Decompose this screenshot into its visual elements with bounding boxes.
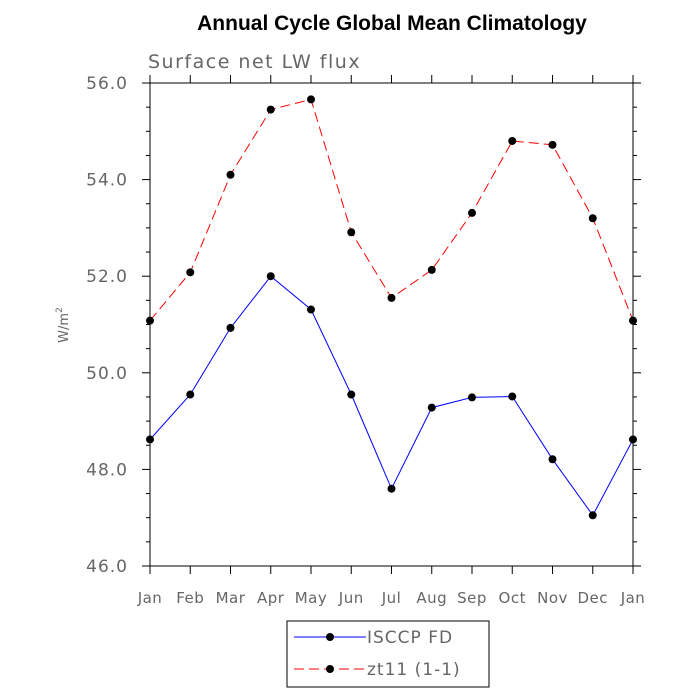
series-layer (146, 95, 637, 520)
x-tick-label: Jan (137, 589, 163, 607)
x-tick-label: Dec (577, 589, 608, 607)
y-tick-label: 52.0 (86, 267, 128, 287)
legend-items: ISCCP FD zt11 (1-1) (294, 628, 461, 680)
data-point (629, 435, 637, 444)
data-point (387, 293, 396, 302)
legend-marker (326, 633, 334, 641)
y-axis-label: W/m2 (55, 307, 72, 343)
data-point (387, 484, 396, 493)
x-tick-label: Oct (499, 589, 526, 607)
chart-subtitle: Surface net LW flux (148, 51, 361, 73)
y-tick-label: 48.0 (86, 460, 128, 480)
data-point (146, 435, 154, 444)
data-point (307, 305, 315, 314)
y-tick-label: 54.0 (86, 171, 128, 191)
x-tick-label: Mar (216, 589, 246, 607)
data-point (266, 105, 275, 114)
data-point (629, 316, 637, 325)
legend-label: zt11 (1-1) (367, 660, 461, 680)
data-point (508, 136, 517, 145)
data-point (266, 272, 275, 281)
x-tick-label: Jun (338, 589, 364, 607)
data-point (146, 316, 154, 325)
x-tick-label: Jul (381, 589, 402, 607)
y-axis: 46.0 48.0 50.0 52.0 54.0 56.0 (86, 74, 641, 577)
data-point (427, 403, 436, 412)
legend-marker (326, 665, 334, 673)
x-tick-label: Aug (416, 589, 447, 607)
x-tick-label: Apr (257, 589, 285, 607)
x-axis: Jan Feb Mar Apr May Jun Jul Aug Sep Oct Nov Dec Jan (137, 75, 646, 607)
data-point (508, 392, 517, 401)
data-point (307, 95, 315, 104)
legend: ISCCP FD zt11 (1-1) (286, 620, 490, 688)
series-line (149, 98, 634, 321)
data-point (186, 390, 195, 399)
x-tick-label: Nov (537, 589, 568, 607)
plot-frame (149, 82, 634, 567)
series-line (149, 275, 634, 517)
x-tick-label: Sep (457, 589, 487, 607)
data-point (347, 228, 356, 237)
y-axis-label-superscript: 2 (55, 307, 65, 313)
y-axis-label-text: W/m (57, 313, 72, 343)
data-point (468, 208, 476, 217)
legend-box (286, 620, 490, 688)
x-tick-label: Feb (176, 589, 204, 607)
data-point (588, 214, 597, 223)
data-point (588, 511, 597, 520)
legend-label: ISCCP FD (367, 628, 453, 648)
data-point (427, 265, 436, 274)
data-point (226, 170, 235, 179)
data-point (548, 140, 557, 149)
x-tick-label: May (295, 589, 328, 607)
y-tick-label: 46.0 (86, 557, 128, 577)
data-point (548, 455, 557, 464)
y-tick-label: 56.0 (86, 74, 128, 94)
x-tick-label: Jan (620, 589, 646, 607)
chart-title: Annual Cycle Global Mean Climatology (197, 12, 587, 35)
y-tick-label: 50.0 (86, 364, 128, 384)
data-point (226, 323, 235, 332)
data-point (347, 390, 356, 399)
data-point (186, 268, 195, 277)
data-point (468, 393, 476, 402)
